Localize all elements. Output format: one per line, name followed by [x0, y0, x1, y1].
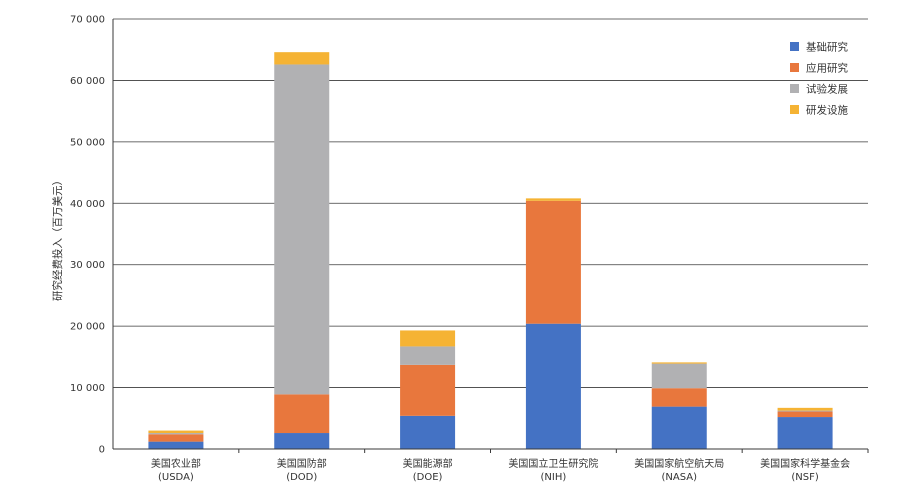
y-tick-label: 70 000 — [70, 15, 105, 26]
bar-segment — [148, 441, 204, 449]
bar-segment — [148, 434, 204, 442]
legend-swatch — [790, 105, 799, 114]
x-category-abbr: (DOE) — [413, 472, 443, 483]
x-category-label: 美国国家科学基金会 — [760, 457, 850, 470]
y-tick-label: 10 000 — [70, 383, 105, 394]
y-tick-labels: 0 10 000 20 000 30 000 40 000 50 000 60 000 70 … — [70, 15, 105, 456]
x-category-label: 美国国立卫生研究院 — [508, 457, 598, 470]
bar-segment — [651, 362, 707, 364]
x-category-abbr: (DOD) — [286, 472, 317, 483]
axes — [112, 19, 869, 453]
gridlines — [113, 18, 868, 388]
legend-label: 应用研究 — [806, 62, 848, 75]
bar-segment — [148, 433, 204, 435]
bar-segment — [525, 323, 581, 449]
legend-label: 研发设施 — [806, 104, 848, 117]
bar-segment — [777, 407, 833, 411]
bar-segment — [400, 346, 456, 365]
bar-segment — [400, 364, 456, 416]
bar-segment — [525, 198, 581, 201]
bar-segment — [274, 394, 330, 434]
y-tick-label: 40 000 — [70, 199, 105, 210]
x-category-label: 美国农业部 — [151, 457, 201, 470]
x-category-abbr: (NASA) — [662, 472, 698, 483]
y-tick-label: 50 000 — [70, 137, 105, 148]
bar-segment — [274, 433, 330, 449]
bar-segment — [777, 410, 833, 412]
bar-segment — [274, 52, 330, 65]
x-category-labels: 美国农业部 (USDA) 美国国防部 (DOD) 美国能源部 (DOE) 美国国立卫生研究院… — [151, 457, 850, 483]
x-category-label: 美国能源部 — [403, 457, 453, 470]
bar-segment — [651, 388, 707, 407]
legend-swatch — [790, 42, 799, 51]
y-tick-label: 0 — [99, 445, 105, 456]
x-category-abbr: (NIH) — [541, 472, 567, 483]
y-axis-label: 研究经费投入（百万美元） — [51, 175, 64, 301]
bar-segment — [651, 406, 707, 449]
legend-swatch — [790, 63, 799, 72]
x-category-abbr: (NSF) — [791, 472, 818, 483]
legend-swatch — [790, 84, 799, 93]
bar-segment — [148, 430, 204, 434]
legend-label: 试验发展 — [806, 83, 848, 96]
y-tick-label: 30 000 — [70, 260, 105, 271]
x-category-label: 美国国防部 — [277, 457, 327, 470]
legend-label: 基础研究 — [806, 41, 848, 54]
bars — [148, 52, 833, 449]
bar-segment — [400, 415, 456, 449]
x-category-label: 美国国家航空航天局 — [634, 457, 724, 470]
bar-segment — [525, 200, 581, 324]
bar-segment — [777, 417, 833, 449]
bar-segment — [651, 363, 707, 389]
y-tick-label: 20 000 — [70, 322, 105, 333]
bar-segment — [274, 64, 330, 395]
y-tick-label: 60 000 — [70, 76, 105, 87]
bar-segment — [400, 330, 456, 347]
x-category-abbr: (USDA) — [158, 472, 194, 483]
bar-segment — [777, 411, 833, 418]
